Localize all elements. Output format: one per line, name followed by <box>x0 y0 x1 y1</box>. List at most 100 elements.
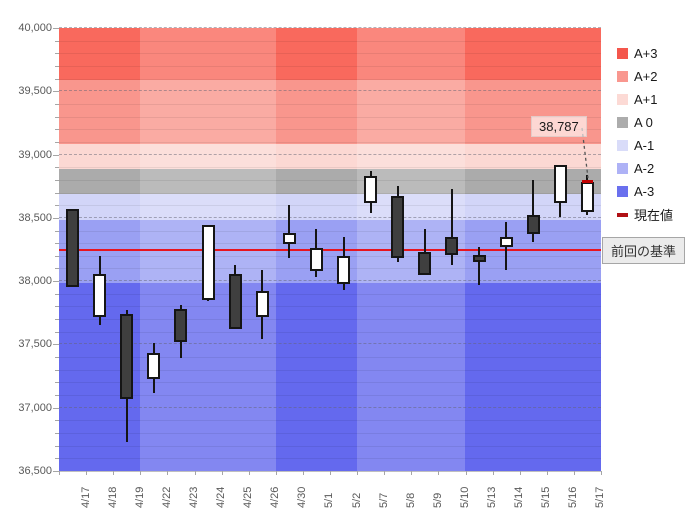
y-axis-tick-36600 <box>55 458 59 460</box>
candle-4-26 <box>255 291 269 317</box>
legend-swatch-a-0 <box>617 117 628 128</box>
legend-label-aminus2: A-2 <box>634 161 655 176</box>
legend-swatch-aminus2 <box>617 163 628 174</box>
legend-swatch-aplus1 <box>617 94 628 105</box>
x-axis-tick-10 <box>330 471 331 475</box>
candle-wick-4-30 <box>288 205 291 259</box>
minor-gridline-38900 <box>59 167 601 169</box>
minor-gridline-38600 <box>59 205 601 207</box>
legend-label-aplus3: A+3 <box>634 46 658 61</box>
y-axis-tick-37800 <box>55 306 59 308</box>
y-label-39000: 39,000 <box>18 148 52 161</box>
minor-gridline-39400 <box>59 103 601 105</box>
y-axis-tick-37100 <box>55 395 59 397</box>
y-axis-tick-37400 <box>55 357 59 359</box>
x-axis-tick-2 <box>113 471 115 475</box>
x-axis-tick-3 <box>140 471 142 475</box>
x-axis-tick-17 <box>519 471 521 475</box>
x-label-5-14: 5/14 <box>513 486 526 508</box>
minor-gridline-37400 <box>59 357 601 359</box>
legend-swatch-aplus3 <box>617 48 628 59</box>
x-axis-tick-18 <box>546 471 548 475</box>
minor-gridline-37900 <box>59 293 601 295</box>
y-axis-tick-39300 <box>55 116 59 118</box>
x-label-4-24: 4/24 <box>215 486 228 508</box>
minor-gridline-39800 <box>59 53 601 55</box>
y-axis-tick-39600 <box>55 78 59 80</box>
candle-4-24 <box>201 225 215 301</box>
current-value-line-icon <box>617 212 628 217</box>
minor-gridline-36900 <box>59 420 601 422</box>
y-axis-tick-36800 <box>55 433 59 435</box>
candle-4-30 <box>282 233 296 245</box>
minor-gridline-38700 <box>59 192 601 194</box>
y-axis-tick-37900 <box>55 293 59 295</box>
legend-item-現在値: 現在値 <box>617 203 673 226</box>
minor-gridline-36700 <box>59 445 601 447</box>
minor-gridline-36600 <box>59 458 601 460</box>
candle-5-16 <box>553 164 567 203</box>
minor-gridline-38800 <box>59 179 601 181</box>
candle-5-10 <box>445 236 459 255</box>
y-axis-tick-38400 <box>55 230 59 232</box>
x-label-4-30: 4/30 <box>296 486 309 508</box>
candle-5-14 <box>499 236 513 247</box>
y-label-37500: 37,500 <box>18 338 52 351</box>
candle-5-7 <box>364 176 378 203</box>
gridline-39500 <box>59 90 601 92</box>
gridline-38500 <box>59 216 601 218</box>
minor-gridline-36800 <box>59 433 601 435</box>
previous-baseline-line <box>59 248 601 251</box>
y-axis-tick-38700 <box>55 192 59 194</box>
x-label-4-25: 4/25 <box>242 486 255 508</box>
band-a-0 <box>59 168 601 195</box>
candle-5-9 <box>418 252 432 275</box>
y-label-38500: 38,500 <box>18 211 52 224</box>
y-axis-tick-37300 <box>55 369 59 371</box>
y-axis-tick-38000 <box>53 281 59 283</box>
candle-4-22 <box>147 353 161 379</box>
x-label-4-17: 4/17 <box>79 486 92 508</box>
legend-swatch-aminus1 <box>617 140 628 151</box>
x-axis-tick-4 <box>167 471 169 475</box>
y-label-36500: 36,500 <box>18 465 52 477</box>
candle-5-2 <box>337 255 351 284</box>
minor-gridline-38100 <box>59 268 601 270</box>
candle-5-15 <box>526 215 540 235</box>
y-axis-tick-38900 <box>55 167 59 169</box>
x-label-5-13: 5/13 <box>486 486 499 508</box>
x-label-4-23: 4/23 <box>187 486 200 508</box>
y-axis-tick-37500 <box>53 344 59 346</box>
minor-gridline-37800 <box>59 306 601 308</box>
x-axis-tick-9 <box>302 471 304 475</box>
y-label-37000: 37,000 <box>18 401 52 414</box>
legend: A+3 A+2 A+1 A 0 A-1 A-2 A-3 現在値 <box>617 42 673 226</box>
y-axis-tick-36500 <box>53 471 59 472</box>
legend-label-現在値: 現在値 <box>634 208 674 223</box>
x-label-4-26: 4/26 <box>269 486 282 508</box>
minor-gridline-39600 <box>59 78 601 80</box>
band-aplus3 <box>59 28 601 81</box>
x-axis-tick-0 <box>59 471 60 475</box>
legend-label-aplus1: A+1 <box>634 92 658 107</box>
y-axis-tick-37000 <box>53 407 59 409</box>
legend-swatch-aplus2 <box>617 71 628 82</box>
legend-label-aminus1: A-1 <box>634 138 655 153</box>
x-label-4-22: 4/22 <box>160 486 173 508</box>
gridline-40000 <box>59 27 601 28</box>
x-axis-tick-14 <box>438 471 440 475</box>
x-axis-tick-5 <box>194 471 196 475</box>
x-label-5-9: 5/9 <box>431 492 444 508</box>
candle-5-17 <box>580 181 594 212</box>
minor-gridline-39100 <box>59 141 601 143</box>
x-label-5-8: 5/8 <box>404 492 417 508</box>
gridline-37500 <box>59 343 601 345</box>
y-axis-tick-39200 <box>55 129 59 131</box>
y-label-39500: 39,500 <box>18 85 52 98</box>
y-axis-tick-39700 <box>55 65 59 67</box>
candle-4-25 <box>228 273 242 330</box>
y-axis-tick-37600 <box>55 331 59 333</box>
x-label-4-18: 4/18 <box>106 486 119 508</box>
x-label-5-7: 5/7 <box>377 492 390 508</box>
